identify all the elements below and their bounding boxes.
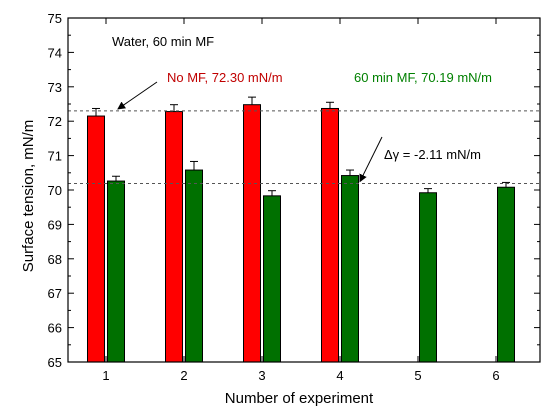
y-tick-label-72: 72 [48, 114, 62, 129]
bar-no-mf-3 [243, 104, 261, 363]
annotation-no-mf: No MF, 72.30 mN/m [167, 70, 283, 85]
error-bar-no-mf-3 [248, 96, 256, 105]
y-tick-label-70: 70 [48, 183, 62, 198]
y-tick-label-66: 66 [48, 321, 62, 336]
reference-lines [68, 110, 540, 184]
x-tick-label-3: 3 [258, 368, 265, 383]
x-tick-label-4: 4 [336, 368, 343, 383]
bar-mf-6 [497, 186, 515, 363]
x-tick-label-1: 1 [102, 368, 109, 383]
y-tick-label-75: 75 [48, 11, 62, 26]
error-bar-no-mf-1 [92, 107, 100, 117]
error-bar-mf-1 [112, 175, 120, 182]
y-tick-label-68: 68 [48, 252, 62, 267]
x-axis-title: Number of experiment [225, 390, 374, 407]
y-tick-label-73: 73 [48, 80, 62, 95]
bar-mf-1 [107, 180, 125, 363]
annotation-title: Water, 60 min MF [112, 34, 214, 49]
error-bar-no-mf-4 [326, 101, 334, 109]
axes-group: 65 66 67 68 69 70 71 72 73 74 75 1 2 3 4 5 6 [48, 11, 541, 383]
x-tick-label-6: 6 [492, 368, 499, 383]
y-tick-label-69: 69 [48, 217, 62, 232]
x-tick-label-2: 2 [180, 368, 187, 383]
y-axis-title: Surface tension, mN/m [20, 120, 37, 273]
annotations-group [117, 81, 383, 183]
bar-no-mf-1 [87, 115, 105, 363]
y-tick-label-67: 67 [48, 286, 62, 301]
bar-mf-2 [185, 169, 203, 363]
bar-no-mf-2 [165, 111, 183, 363]
bar-mf-4 [341, 175, 359, 363]
error-bar-mf-4 [346, 169, 354, 176]
y-tick-label-71: 71 [48, 149, 62, 164]
bar-no-mf-4 [321, 107, 339, 363]
bar-mf-5 [419, 192, 437, 363]
arrow-mf [359, 136, 383, 183]
y-tick-label-74: 74 [48, 45, 62, 60]
error-bar-mf-2 [190, 160, 198, 171]
arrow-no-mf [117, 81, 158, 110]
bars-group [87, 96, 515, 363]
annotation-mf: 60 min MF, 70.19 mN/m [354, 70, 492, 85]
x-tick-label-5: 5 [414, 368, 421, 383]
error-bar-mf-5 [424, 188, 432, 193]
error-bar-mf-3 [268, 190, 276, 196]
bar-mf-3 [263, 195, 281, 363]
y-tick-label-65: 65 [48, 355, 62, 370]
error-bar-no-mf-2 [170, 104, 178, 112]
annotation-delta: Δγ = -2.11 mN/m [384, 147, 481, 162]
